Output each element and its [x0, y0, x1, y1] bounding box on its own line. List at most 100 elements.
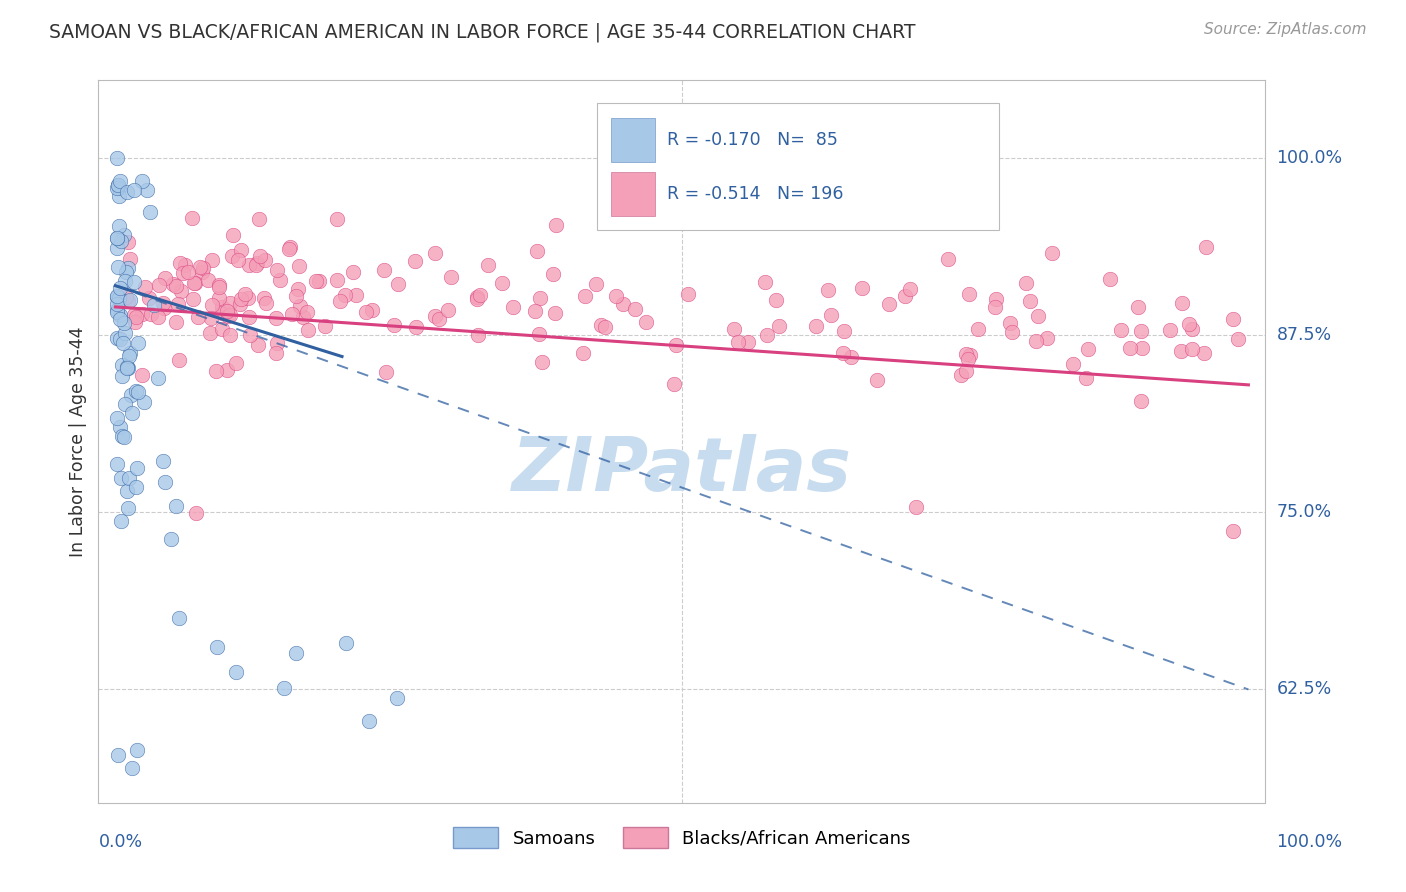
Point	[218, 296, 240, 310]
Point	[247, 338, 270, 352]
Point	[984, 292, 1007, 306]
Point	[105, 330, 128, 344]
Point	[198, 326, 221, 341]
Point	[105, 151, 128, 165]
Point	[160, 532, 183, 546]
Point	[423, 245, 446, 260]
Point	[529, 291, 551, 305]
Point	[335, 288, 357, 302]
Point	[374, 365, 396, 379]
Point	[256, 295, 278, 310]
Point	[169, 256, 191, 270]
Point	[429, 831, 451, 846]
Point	[832, 324, 855, 338]
Point	[117, 294, 139, 309]
Point	[222, 227, 245, 242]
Point	[125, 460, 148, 475]
Point	[465, 290, 488, 304]
Point	[266, 335, 288, 350]
Point	[605, 288, 627, 302]
Point	[162, 277, 184, 291]
Point	[382, 318, 405, 333]
Point	[1077, 343, 1099, 357]
Point	[360, 303, 382, 318]
Point	[723, 321, 745, 335]
Point	[665, 338, 688, 352]
Point	[231, 244, 253, 258]
Text: SAMOAN VS BLACK/AFRICAN AMERICAN IN LABOR FORCE | AGE 35-44 CORRELATION CHART: SAMOAN VS BLACK/AFRICAN AMERICAN IN LABO…	[49, 22, 915, 42]
Point	[636, 315, 658, 329]
Point	[423, 309, 446, 323]
Point	[541, 267, 564, 281]
Point	[112, 430, 135, 444]
Point	[165, 316, 187, 330]
Point	[737, 335, 759, 350]
Point	[108, 173, 131, 187]
Point	[308, 274, 330, 288]
Point	[408, 831, 430, 846]
Point	[955, 364, 977, 378]
Point	[291, 310, 314, 325]
Point	[134, 280, 156, 294]
Point	[148, 277, 170, 292]
Point	[221, 249, 243, 263]
Point	[152, 301, 174, 315]
Point	[107, 297, 129, 311]
Legend: Samoans, Blacks/African Americans: Samoans, Blacks/African Americans	[446, 820, 918, 855]
Point	[817, 284, 839, 298]
Point	[107, 178, 129, 193]
Point	[118, 293, 141, 307]
Text: ZIPatlas: ZIPatlas	[512, 434, 852, 507]
Point	[1222, 312, 1244, 326]
Point	[526, 244, 548, 258]
Text: R = -0.514   N= 196: R = -0.514 N= 196	[666, 185, 844, 203]
Point	[373, 263, 395, 277]
Point	[904, 500, 927, 514]
Point	[167, 352, 190, 367]
Point	[839, 351, 862, 365]
Point	[124, 315, 146, 329]
Point	[225, 355, 247, 369]
Point	[204, 364, 226, 378]
Point	[572, 346, 595, 360]
Point	[235, 287, 257, 301]
Point	[118, 471, 141, 485]
Point	[329, 293, 352, 308]
Point	[114, 290, 136, 304]
Point	[266, 263, 288, 277]
Point	[238, 258, 260, 272]
Point	[595, 320, 617, 334]
Point	[169, 284, 191, 298]
Point	[229, 297, 252, 311]
Point	[115, 360, 138, 375]
Point	[727, 334, 749, 349]
Point	[125, 480, 148, 494]
Point	[155, 271, 177, 285]
Point	[125, 743, 148, 757]
Point	[574, 289, 596, 303]
Point	[269, 273, 291, 287]
Point	[354, 305, 377, 319]
Point	[110, 234, 132, 248]
Point	[152, 453, 174, 467]
Point	[956, 351, 979, 366]
Point	[122, 276, 145, 290]
Point	[1171, 295, 1194, 310]
Point	[287, 283, 309, 297]
Point	[218, 328, 240, 343]
Point	[832, 346, 855, 360]
Point	[153, 475, 176, 490]
Point	[585, 277, 607, 292]
Point	[273, 681, 295, 695]
Point	[253, 291, 276, 305]
Point	[107, 260, 129, 274]
Point	[176, 265, 198, 279]
Point	[591, 318, 613, 333]
Point	[530, 354, 553, 368]
Point	[623, 301, 645, 316]
Point	[1040, 246, 1063, 260]
Point	[217, 363, 239, 377]
Point	[1126, 300, 1149, 314]
Point	[111, 368, 134, 383]
Point	[305, 274, 328, 288]
